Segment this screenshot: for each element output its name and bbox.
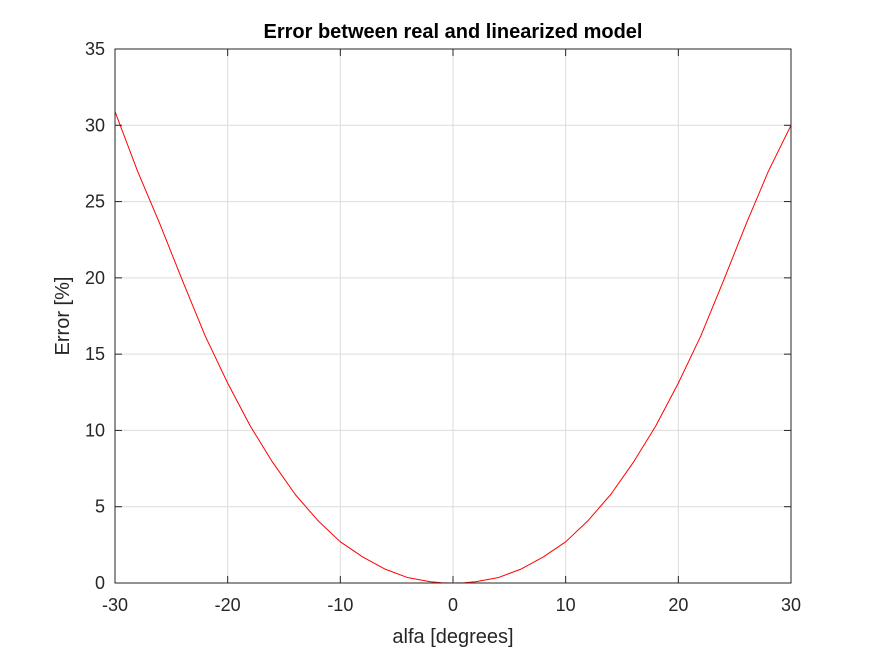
x-tick-labels: -30 -20 -10 0 10 20 30 <box>102 595 801 615</box>
x-tick-label: 0 <box>448 595 458 615</box>
y-axis-label: Error [%] <box>52 277 74 356</box>
y-tick-label: 5 <box>95 497 105 517</box>
y-tick-label: 10 <box>85 420 105 440</box>
x-axis-label: alfa [degrees] <box>392 626 513 648</box>
x-tick-label: 20 <box>668 595 688 615</box>
y-tick-label: 20 <box>85 268 105 288</box>
chart-title: Error between real and linearized model <box>263 21 642 43</box>
x-tick-label: 10 <box>556 595 576 615</box>
y-tick-label: 30 <box>85 115 105 135</box>
x-tick-label: 30 <box>781 595 801 615</box>
x-tick-label: -20 <box>215 595 241 615</box>
y-tick-label: 35 <box>85 39 105 59</box>
y-tick-label: 25 <box>85 192 105 212</box>
y-tick-label: 0 <box>95 573 105 593</box>
x-tick-label: -30 <box>102 595 128 615</box>
y-tick-labels: 0 5 10 15 20 25 30 35 <box>85 39 105 593</box>
y-tick-label: 15 <box>85 344 105 364</box>
x-tick-label: -10 <box>327 595 353 615</box>
